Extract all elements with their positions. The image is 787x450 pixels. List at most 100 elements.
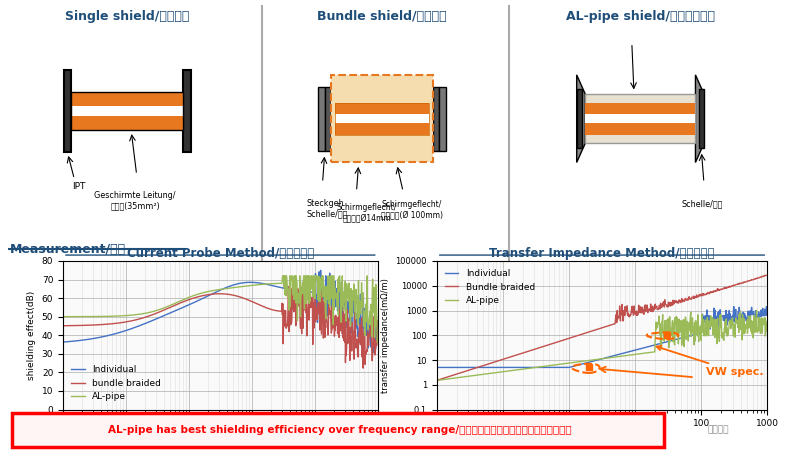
Text: 线束专家: 线束专家 [707,425,729,434]
Individual [717,314,726,319]
Bar [72,92,183,130]
Legend: Individual, Bundle braided, AL-pipe: Individual, Bundle braided, AL-pipe [442,266,538,309]
Legend: Individual, bundle braided, AL-pipe: Individual, bundle braided, AL-pipe [68,362,164,405]
Bar [335,103,429,135]
AL-pipe [624,352,634,358]
Individual [683,334,693,339]
bundle braided [304,277,313,283]
Bar [72,92,183,130]
AL-pipe [58,314,68,319]
Title: Current Probe Method/电流探测法: Current Probe Method/电流探测法 [127,247,314,260]
bundle braided [259,304,268,309]
Bar [183,70,191,152]
bundle braided [358,365,368,371]
AL-pipe [372,340,382,345]
FancyBboxPatch shape [12,413,664,447]
Bundle braided [633,313,642,318]
Bar [64,70,72,152]
Individual [369,350,379,355]
Individual [373,333,382,338]
AL-pipe [373,336,382,342]
Individual [249,280,259,285]
bundle braided [297,331,306,336]
bundle braided [241,296,250,302]
Polygon shape [577,75,586,162]
bundle braided [373,324,382,329]
Bar [699,90,704,148]
Bundle braided [643,305,652,310]
AL-pipe [241,284,250,289]
Bar [586,94,696,144]
Line: AL-pipe: AL-pipe [437,310,767,380]
Individual [763,306,772,311]
Bundle braided [624,314,634,319]
Bar [318,86,325,151]
Bar [586,103,696,135]
Text: AL-pipe has best shielding efficiency over frequency range/铝合金管在频率范围内具有最佳屏蔽效果: AL-pipe has best shielding efficiency ov… [108,425,572,435]
Bar [586,114,696,123]
AL-pipe [453,375,462,380]
Individual [432,365,442,370]
Text: Measurement/措施: Measurement/措施 [9,243,126,256]
Individual [316,268,325,273]
X-axis label: frequency(MHz): frequency(MHz) [182,434,259,444]
Text: Geschirmte Leitung/
屏蔽线(35mm²): Geschirmte Leitung/ 屏蔽线(35mm²) [94,191,176,211]
Individual [643,344,652,350]
AL-pipe [78,314,87,319]
Individual [330,286,339,291]
Bundle braided [432,378,442,383]
Line: AL-pipe: AL-pipe [63,276,378,342]
Bar [331,75,433,162]
Text: VW spec.: VW spec. [656,346,764,377]
Line: bundle braided: bundle braided [63,280,378,368]
bundle braided [78,323,87,328]
Text: Schirmgeflecht/
屏蔽编织Ø14mm: Schirmgeflecht/ 屏蔽编织Ø14mm [337,203,397,223]
X-axis label: frequency(MHz): frequency(MHz) [563,434,641,444]
Individual [633,347,642,352]
bundle braided [249,300,259,305]
Line: Individual: Individual [63,270,378,352]
Individual [58,339,68,345]
Text: Steckgeh.
Schelle/护夹: Steckgeh. Schelle/护夹 [306,199,348,218]
Individual [762,304,771,309]
bundle braided [330,333,339,339]
AL-pipe [297,284,307,289]
Bundle braided [763,272,772,278]
Y-axis label: shielding effect(dB): shielding effect(dB) [28,291,36,380]
AL-pipe [763,326,772,332]
Bundle braided [683,296,693,302]
Bar [433,86,439,151]
AL-pipe [683,325,693,330]
Text: Bundle shield/捆绑屏蔽: Bundle shield/捆绑屏蔽 [317,10,447,23]
Title: Transfer Impedance Method/转移阻抗法: Transfer Impedance Method/转移阻抗法 [490,247,715,260]
AL-pipe [717,320,726,325]
AL-pipe [643,350,652,356]
Bar [325,86,331,151]
Individual [78,338,87,343]
Bar [335,114,429,123]
Text: IPT: IPT [72,182,85,191]
AL-pipe [278,273,287,279]
Bar [335,103,429,135]
Individual [453,365,462,370]
Text: AL-pipe shield/铝铬合金屏蔽: AL-pipe shield/铝铬合金屏蔽 [566,10,715,23]
Polygon shape [696,75,704,162]
Line: Bundle braided: Bundle braided [437,275,767,380]
Bar [439,86,445,151]
AL-pipe [432,378,442,383]
Individual [259,281,268,286]
Text: Single shield/单个屏蔽: Single shield/单个屏蔽 [65,10,190,23]
Bar [577,90,582,148]
Individual [297,288,306,294]
Bundle braided [717,286,726,292]
bundle braided [58,323,68,328]
AL-pipe [259,282,268,287]
AL-pipe [249,283,259,288]
Bar [72,106,183,116]
AL-pipe [633,351,642,357]
Line: Individual: Individual [437,306,767,368]
Bundle braided [453,371,462,377]
Individual [241,280,250,285]
Text: Schirmgeflecht/
屏蔽编织(Ø 100mm): Schirmgeflecht/ 屏蔽编织(Ø 100mm) [381,200,442,220]
AL-pipe [330,280,339,286]
